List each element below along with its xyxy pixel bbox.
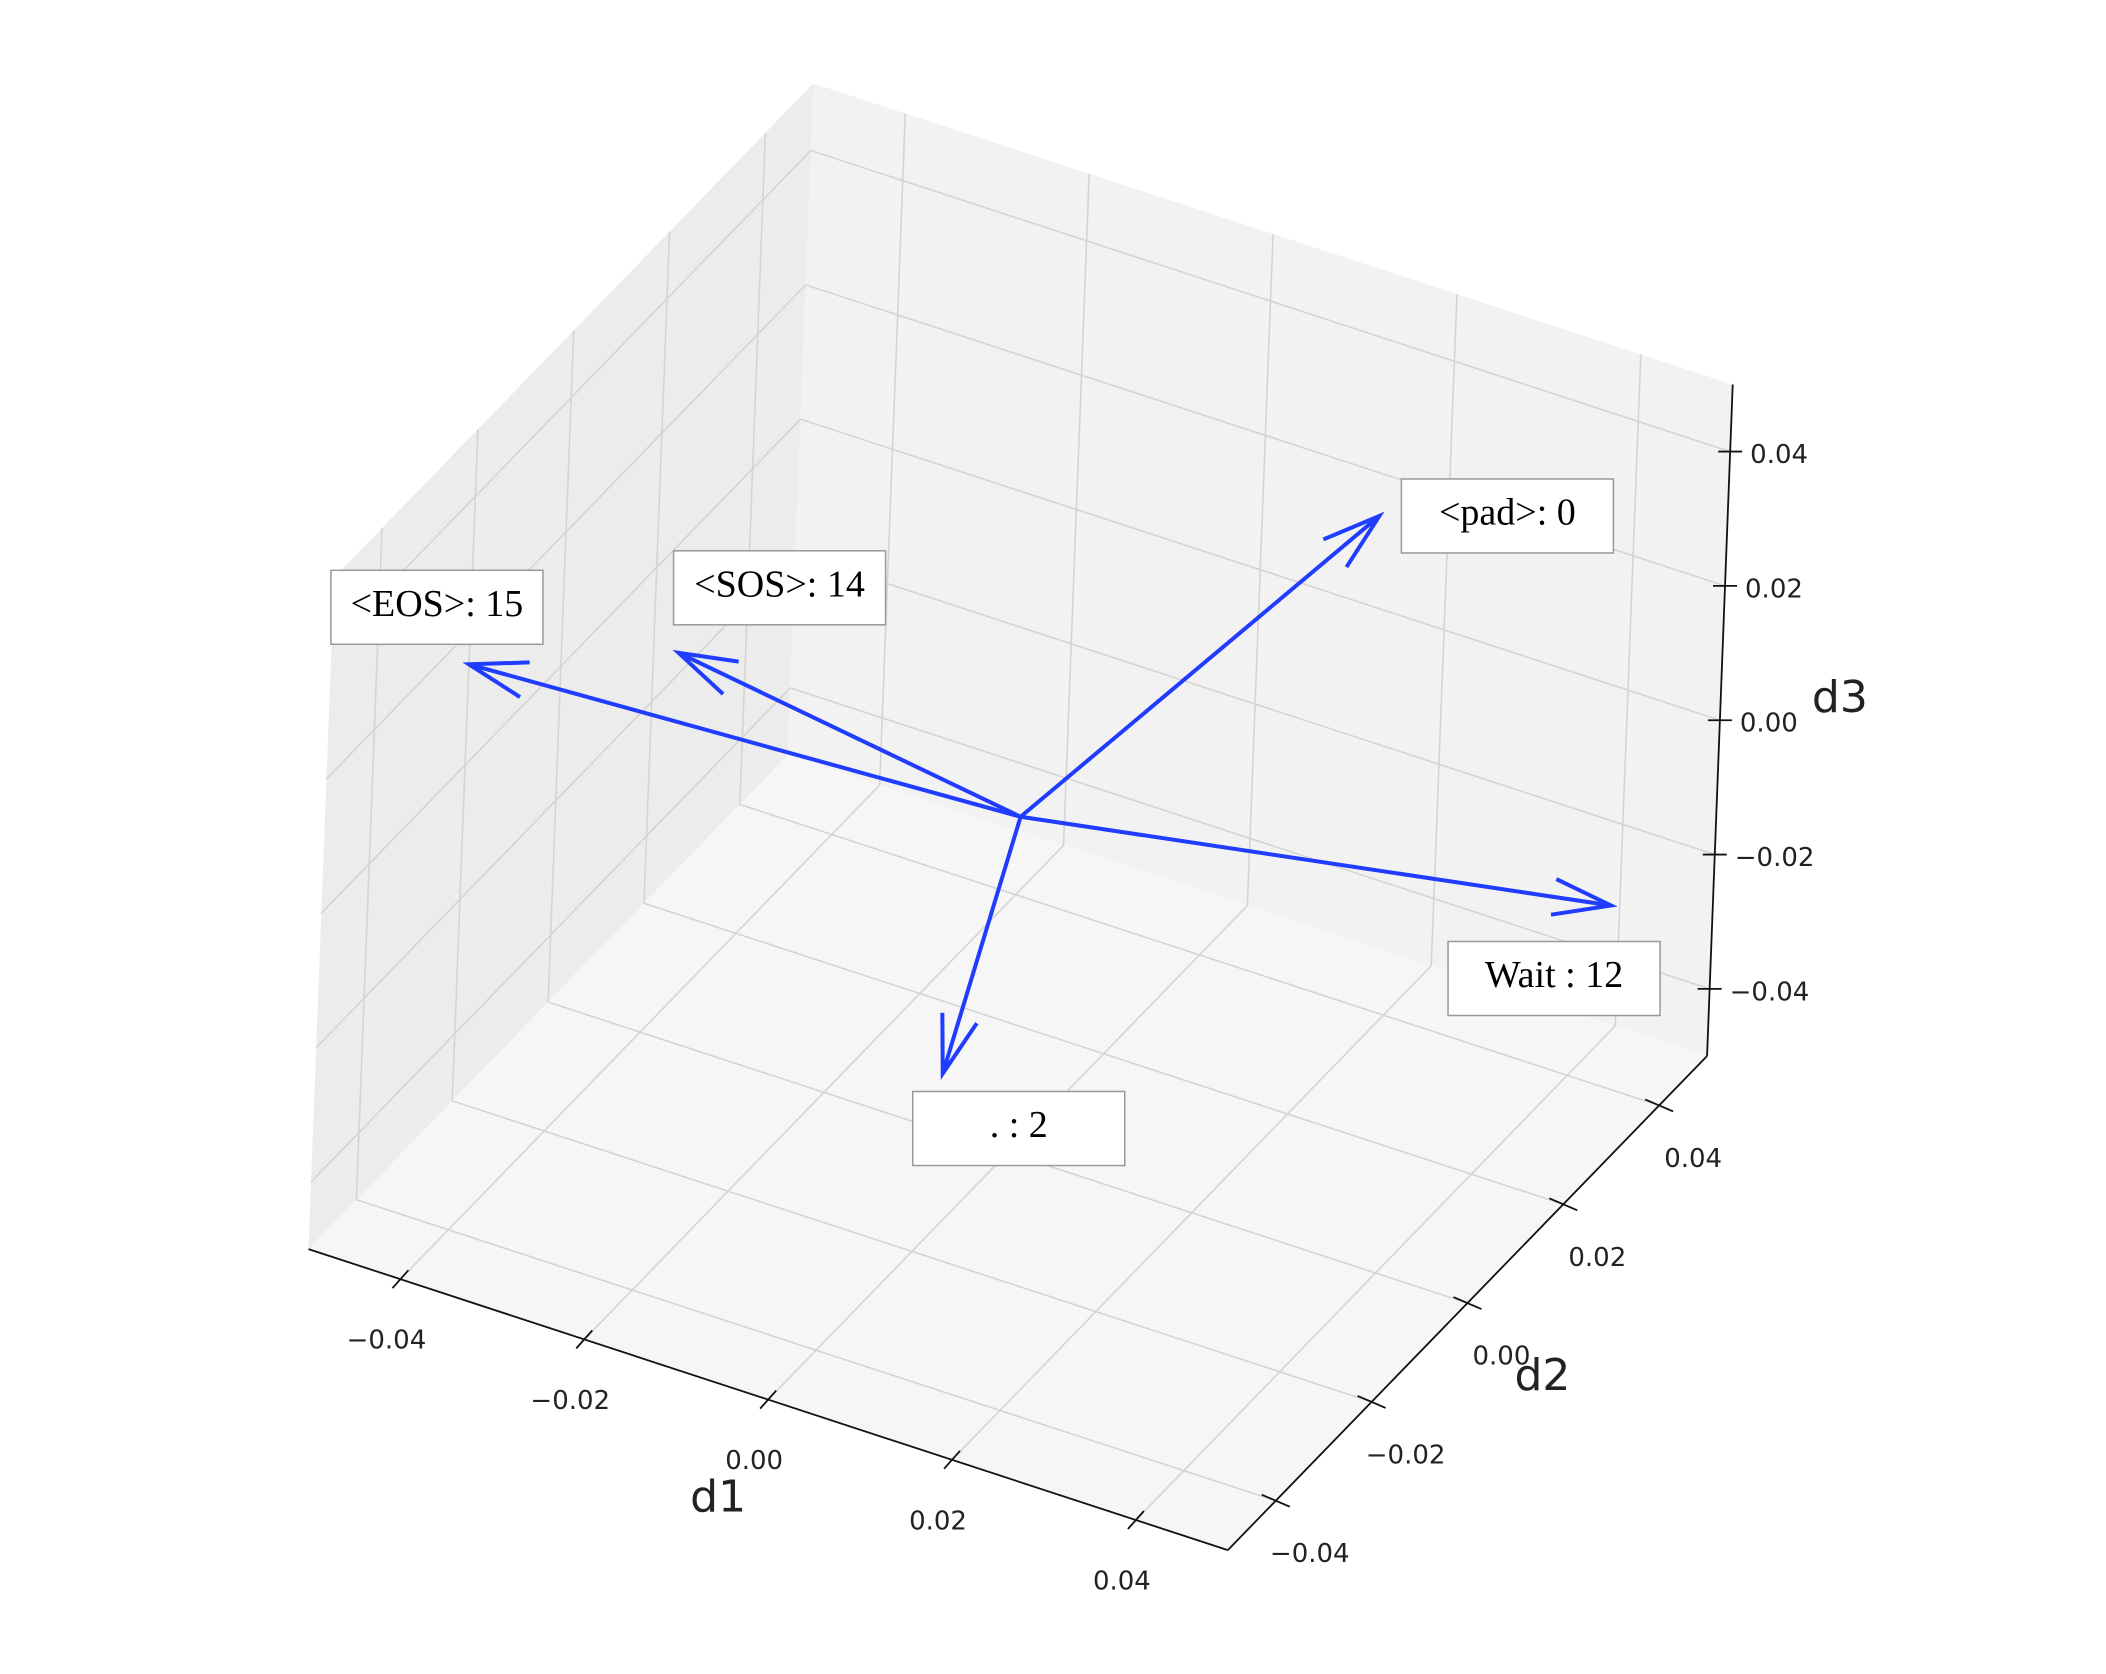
grid-line [739,803,1660,1107]
grid-line [356,1198,1276,1502]
tick-mark [1453,1296,1482,1310]
grid-line [452,1100,1372,1403]
arrow-label: <EOS>: 15 [351,583,524,625]
arrow-shaft [1019,514,1381,819]
arrow [672,649,1022,819]
grid-line [325,284,807,780]
tick-mark [1548,1197,1578,1212]
y-tick-label: −0.04 [1270,1539,1350,1569]
x-axis-label: d1 [690,1472,746,1523]
y-tick-label: 0.02 [1568,1243,1626,1273]
z-tick-label: 0.04 [1750,440,1808,470]
grid-line [320,418,802,914]
tick-mark [1357,1395,1386,1409]
arrow-head [672,649,739,696]
x-tick-label: 0.04 [1093,1567,1151,1597]
arrow [1019,511,1385,819]
arrow-head [1550,877,1618,917]
grid-line [315,552,796,1049]
arrow-head [940,1012,979,1080]
z-axis-label: d3 [1812,672,1868,723]
grid-line [330,149,812,646]
arrow-head [462,660,530,699]
label-box [1400,478,1615,554]
label-box [330,569,544,646]
z-tick-label: 0.02 [1745,574,1803,604]
arrow [462,660,1022,819]
arrow-shaft [677,650,1022,819]
arrow-label: <SOS>: 14 [694,564,865,606]
arrow [1020,814,1618,917]
grid-line [310,687,791,1183]
tick-mark [1261,1493,1291,1508]
z-tick-label: 0.00 [1740,709,1798,739]
grid-line [810,149,1731,453]
tick-mark [943,1450,961,1470]
z-tick-label: −0.02 [1735,843,1815,873]
y-tick-label: −0.02 [1366,1440,1446,1470]
tick-mark [575,1329,593,1350]
arrow-shaft [940,816,1023,1075]
arrow-shaft [468,662,1022,819]
grid-line [643,902,1564,1206]
grid-line [800,418,1721,721]
x-tick-label: −0.04 [347,1326,427,1356]
x-tick-label: −0.02 [530,1386,610,1416]
arrow-label: <pad>: 0 [1439,492,1576,534]
tick-mark [1644,1098,1674,1113]
tick-mark [759,1390,777,1410]
x-tick-label: 0.02 [909,1506,967,1536]
tick-mark [1127,1510,1145,1530]
arrow-label: Wait : 12 [1485,954,1623,996]
arrow [940,816,1023,1080]
y-tick-label: 0.04 [1664,1144,1722,1174]
x-tick-label: 0.00 [725,1446,783,1476]
grid-line [795,552,1716,856]
arrow-head [1322,511,1385,569]
label-box [1447,940,1661,1017]
y-axis-label: d2 [1514,1350,1570,1401]
arrow-shaft [1020,814,1612,908]
tick-mark [391,1269,410,1289]
label-box [911,1090,1126,1167]
grid-line [790,687,1710,990]
y-tick-label: 0.00 [1473,1342,1531,1372]
z-tick-label: −0.04 [1730,977,1810,1007]
label-box [672,550,887,626]
arrow-label: . : 2 [990,1104,1048,1146]
